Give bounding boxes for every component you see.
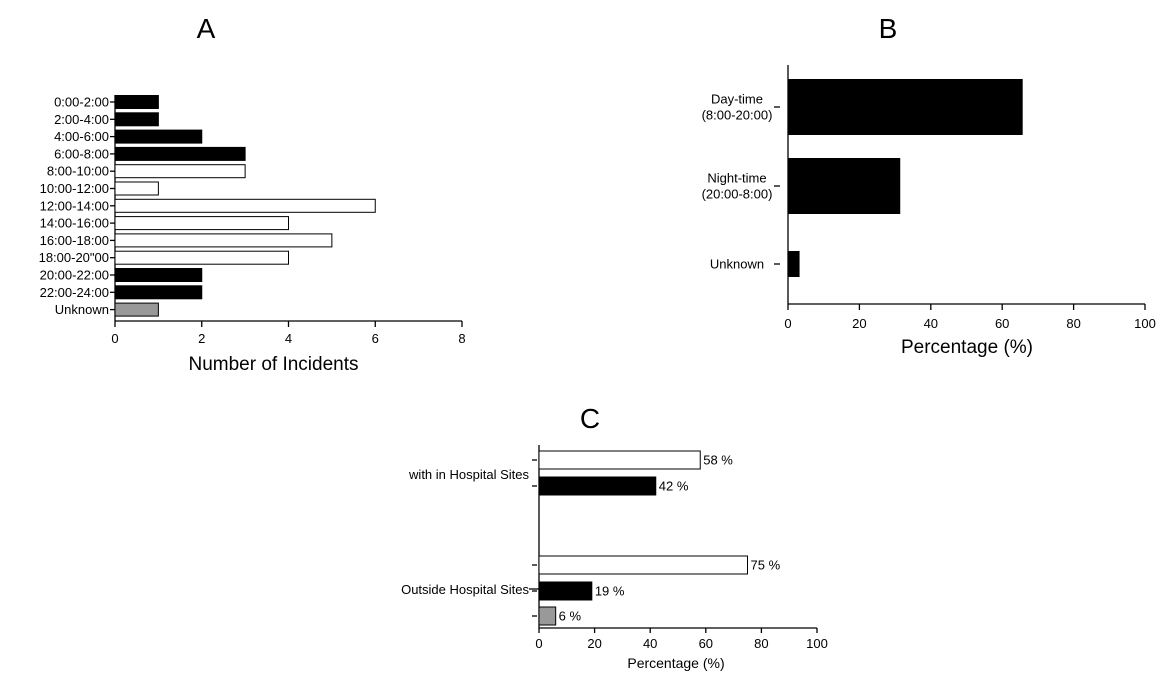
bar bbox=[787, 79, 1023, 135]
bar bbox=[114, 112, 159, 127]
category-label: 4:00-6:00 bbox=[54, 129, 109, 144]
x-tick-label: 2 bbox=[198, 331, 205, 346]
bar bbox=[114, 146, 246, 161]
category-label: 6:00-8:00 bbox=[54, 146, 109, 161]
data-label: 19 % bbox=[595, 584, 625, 599]
bar bbox=[787, 158, 901, 214]
panel-letter: C bbox=[580, 403, 600, 434]
bar bbox=[114, 181, 159, 196]
category-label: Unknown bbox=[710, 257, 764, 272]
x-axis-title: Number of Incidents bbox=[188, 354, 358, 375]
category-label: 8:00-10:00 bbox=[47, 164, 109, 179]
panel-b: B Day-time(8:00-20:00) Night-time(20:00-8:… bbox=[702, 13, 1156, 358]
category-label: (20:00-8:00) bbox=[702, 187, 773, 202]
category-label: Night-time bbox=[707, 171, 766, 186]
x-tick-label: 0 bbox=[535, 636, 542, 651]
data-label: 58 % bbox=[703, 453, 733, 468]
x-axis-title: Percentage (%) bbox=[901, 337, 1033, 358]
category-label: 20:00-22:00 bbox=[40, 268, 109, 283]
x-tick-label: 4 bbox=[285, 331, 292, 346]
group-label: with in Hospital Sites bbox=[408, 467, 529, 482]
bar bbox=[114, 250, 289, 265]
bar bbox=[114, 285, 203, 300]
x-tick-label: 80 bbox=[754, 636, 768, 651]
bar bbox=[787, 251, 800, 277]
panel-letter: B bbox=[879, 13, 898, 44]
x-tick-label: 20 bbox=[587, 636, 601, 651]
bar bbox=[114, 233, 333, 248]
panel-a: A 0:00-2:00 2:00-4:00 4:00-6:00 6:00-8:00 8:0… bbox=[39, 13, 466, 375]
x-tick-label: 60 bbox=[995, 316, 1009, 331]
bar bbox=[114, 198, 376, 213]
bar bbox=[114, 129, 203, 144]
category-label: 14:00-16:00 bbox=[40, 216, 109, 231]
bar bbox=[114, 95, 159, 109]
bar bbox=[538, 476, 657, 496]
x-tick-label: 80 bbox=[1066, 316, 1080, 331]
category-label: Unknown bbox=[55, 302, 109, 317]
category-label: 18:00-20"00 bbox=[39, 250, 109, 265]
bar bbox=[114, 268, 203, 282]
x-tick-label: 6 bbox=[372, 331, 379, 346]
x-tick-label: 40 bbox=[643, 636, 657, 651]
panel-letter: A bbox=[197, 13, 216, 44]
bar bbox=[538, 606, 557, 626]
category-label: 10:00-12:00 bbox=[40, 181, 109, 196]
x-tick-label: 0 bbox=[784, 316, 791, 331]
bar bbox=[114, 216, 289, 231]
bar bbox=[114, 164, 246, 179]
x-tick-label: 40 bbox=[924, 316, 938, 331]
category-label: 12:00-14:00 bbox=[40, 198, 109, 213]
data-label: 6 % bbox=[559, 609, 582, 624]
x-tick-label: 100 bbox=[1134, 316, 1156, 331]
category-label: 16:00-18:00 bbox=[40, 233, 109, 248]
category-label: 0:00-2:00 bbox=[54, 95, 109, 110]
x-tick-label: 8 bbox=[458, 331, 465, 346]
category-label: 22:00-24:00 bbox=[40, 285, 109, 300]
x-axis-title: Percentage (%) bbox=[627, 655, 724, 671]
data-label: 42 % bbox=[659, 479, 689, 494]
x-tick-label: 100 bbox=[806, 636, 828, 651]
x-tick-label: 0 bbox=[111, 331, 118, 346]
x-tick-label: 60 bbox=[699, 636, 713, 651]
data-label: 75 % bbox=[751, 558, 781, 573]
bar bbox=[114, 302, 159, 317]
x-tick-label: 20 bbox=[852, 316, 866, 331]
category-label: Day-time bbox=[711, 92, 763, 107]
category-label: (8:00-20:00) bbox=[702, 108, 773, 123]
bar bbox=[538, 450, 701, 470]
group-label: Outside Hospital Sites bbox=[401, 582, 529, 597]
bar bbox=[538, 555, 748, 575]
category-label: 2:00-4:00 bbox=[54, 112, 109, 127]
bar bbox=[538, 581, 593, 601]
